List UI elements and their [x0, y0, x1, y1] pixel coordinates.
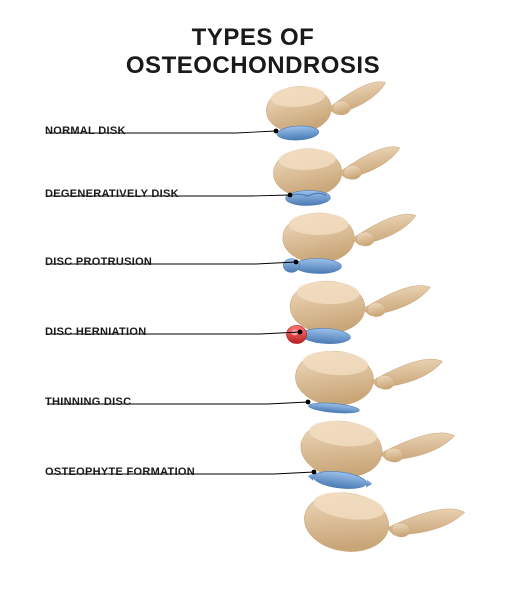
disc-normal — [277, 125, 319, 141]
title-line-1: TYPES OF — [0, 24, 506, 52]
disc-label: OSTEOPHYTE FORMATION — [45, 466, 195, 478]
disc-osteophyte — [307, 468, 374, 492]
disc-label: THINNING DISC — [45, 396, 131, 408]
disc-label: DISC HERNIATION — [45, 326, 146, 338]
vertebra — [265, 80, 389, 134]
vertebra — [294, 349, 443, 413]
vertebra — [298, 417, 455, 489]
leader-dot — [306, 400, 311, 405]
page-title: TYPES OF OSTEOCHONDROSIS — [0, 0, 506, 79]
vertebra — [283, 213, 416, 263]
vertebra — [289, 280, 430, 337]
leader-dot — [294, 260, 299, 265]
disc-thin — [308, 401, 360, 414]
disc-label: NORMAL DISK — [45, 125, 126, 137]
disc-label: DEGENERATIVELY DISK — [45, 188, 179, 200]
spine-diagram — [0, 0, 506, 600]
vertebra — [301, 488, 465, 567]
leader-dot — [298, 330, 303, 335]
disc-herniation — [286, 325, 351, 346]
disc-protrusion — [283, 258, 341, 274]
leader-dot — [274, 129, 279, 134]
leader-dot — [288, 193, 293, 198]
vertebra — [273, 146, 402, 198]
disc-label: DISC PROTRUSION — [45, 256, 152, 268]
leader-dot — [312, 470, 317, 475]
disc-degen — [286, 190, 331, 206]
title-line-2: OSTEOCHONDROSIS — [0, 52, 506, 80]
